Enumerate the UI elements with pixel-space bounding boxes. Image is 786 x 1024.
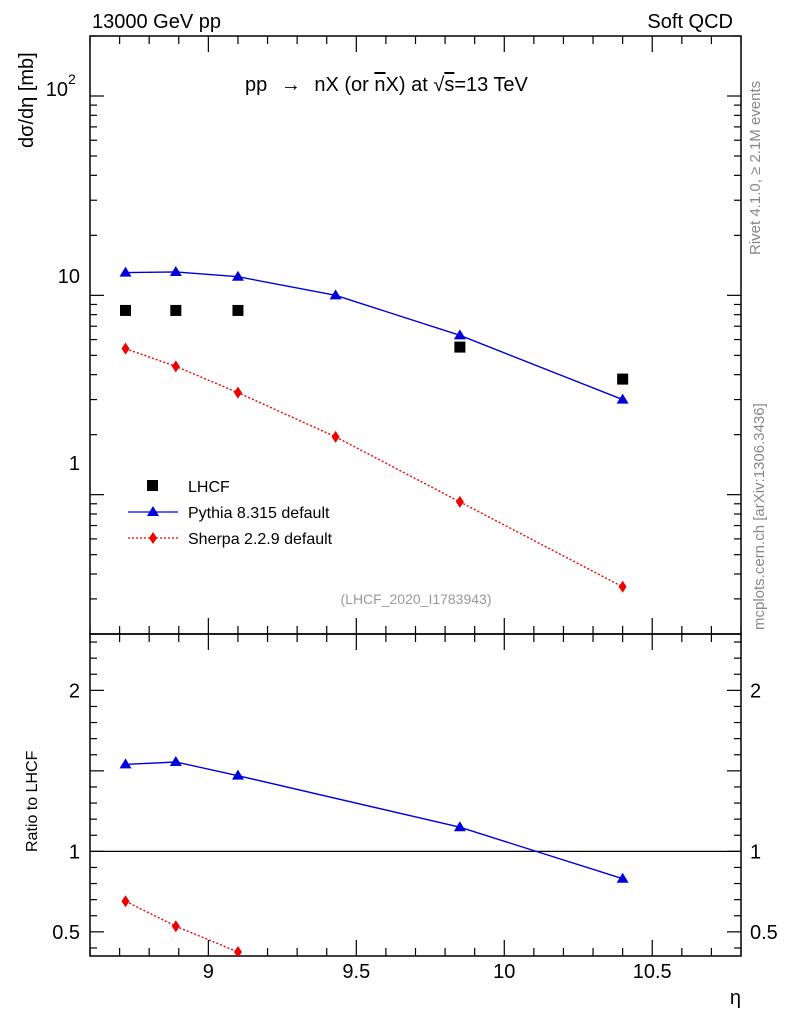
x-tick-labels: 9 9.5 10 10.5 <box>203 961 672 983</box>
legend-pythia-marker <box>147 506 159 516</box>
ratio-sherpa-point <box>121 895 130 908</box>
ratio-pythia-point <box>169 755 182 766</box>
ratio-y-tick-label: 0.5 <box>52 922 80 944</box>
ratio-series <box>119 755 629 956</box>
y-tick-label-10: 10 <box>58 266 80 288</box>
ratio-pythia-point <box>231 769 244 780</box>
svg-text:pp → nX (or nX) at: pp → nX (or nX) at √s=13 TeV <box>245 74 529 96</box>
energy-label: 13000 GeV pp <box>92 11 221 33</box>
pythia-point <box>119 266 132 277</box>
ratio-panel-frame <box>89 633 742 957</box>
ratio-y-tick-label: 1 <box>69 841 80 863</box>
ratio-series-pythia <box>119 755 629 883</box>
pythia-point <box>453 329 466 340</box>
x-axis-ticks <box>89 36 742 956</box>
lhcf-point <box>232 304 244 316</box>
analysis-reference: (LHCF_2020_I1783943) <box>341 591 492 607</box>
ratio-pythia-point <box>616 872 629 883</box>
series-lhcf <box>120 304 629 385</box>
sherpa-point <box>618 580 627 593</box>
ratio-pythia-point <box>453 821 466 832</box>
legend-sherpa-marker <box>149 532 157 544</box>
legend-pythia-label: Pythia 8.315 default <box>188 505 330 522</box>
x-tick-label: 10 <box>493 961 515 983</box>
sherpa-point <box>455 495 464 508</box>
ratio-pythia-line <box>125 761 623 880</box>
pythia-point <box>616 393 629 404</box>
title-final-state: nX (or <box>314 74 374 96</box>
rivet-version-label: Rivet 4.1.0, ≥ 2.1M events <box>747 81 764 255</box>
title-antineutron: n <box>374 74 385 96</box>
series-sherpa <box>121 342 627 593</box>
x-axis-label: η <box>730 987 741 1009</box>
ratio-y-tick-label-right: 0.5 <box>750 922 778 944</box>
title-s: s <box>444 74 454 96</box>
ratio-y-tick-labels: 0.5 0.5 1 1 2 2 <box>52 680 778 944</box>
main-axis-ticks <box>90 35 741 635</box>
ratio-y-tick-label-right: 2 <box>750 680 761 702</box>
y-tick-label-100-exponent: 2 <box>68 71 76 87</box>
sherpa-point <box>171 360 180 373</box>
sherpa-point <box>331 430 340 443</box>
title-sqrt: √ <box>433 74 444 96</box>
pythia-point <box>231 270 244 281</box>
y-tick-label-100: 10 <box>46 79 68 101</box>
ratio-pythia-point <box>119 758 132 769</box>
lhcf-point <box>170 304 182 316</box>
ratio-sherpa-point <box>171 920 180 933</box>
title-final-state-2: X) at <box>386 74 434 96</box>
sherpa-point <box>233 386 242 399</box>
legend-sherpa-label: Sherpa 2.2.9 default <box>188 531 333 548</box>
ratio-y-axis-label: Ratio to LHCF <box>24 750 41 852</box>
chart-title: pp → nX (or nX) at √s=13 TeV <box>245 74 529 96</box>
sherpa-point <box>121 342 130 355</box>
main-series <box>119 265 629 593</box>
series-pythia <box>119 265 629 404</box>
pythia-point <box>329 289 342 300</box>
pythia-point <box>169 265 182 276</box>
ratio-y-tick-label: 2 <box>69 680 80 702</box>
pythia-line <box>125 271 623 401</box>
ratio-sherpa-line <box>125 900 239 953</box>
legend: LHCF Pythia 8.315 default Sherpa 2.2.9 d… <box>128 479 333 548</box>
mcplots-label: mcplots.cern.ch [arXiv:1306.3436] <box>751 403 768 630</box>
ratio-sherpa-point <box>233 945 242 956</box>
ratio-series-sherpa <box>121 895 242 956</box>
lhcf-point <box>454 341 466 353</box>
title-arrow: → <box>281 74 301 96</box>
x-tick-label: 10.5 <box>633 961 672 983</box>
lhcf-point <box>120 304 132 316</box>
x-tick-label: 9 <box>203 961 214 983</box>
legend-lhcf-marker <box>147 480 158 491</box>
legend-lhcf-label: LHCF <box>188 479 230 496</box>
title-process: pp <box>245 74 267 96</box>
main-y-axis-label: dσ/dη [mb] <box>16 52 38 148</box>
category-label: Soft QCD <box>647 11 733 33</box>
lhcf-point <box>617 373 629 385</box>
y-tick-label-1: 1 <box>69 453 80 475</box>
main-y-tick-labels: 1 10 10 2 <box>46 71 80 475</box>
ratio-y-tick-label-right: 1 <box>750 841 761 863</box>
ratio-axis-ticks <box>90 641 741 949</box>
title-energy: =13 TeV <box>454 74 528 96</box>
x-tick-label: 9.5 <box>342 961 370 983</box>
sherpa-line <box>125 348 623 588</box>
